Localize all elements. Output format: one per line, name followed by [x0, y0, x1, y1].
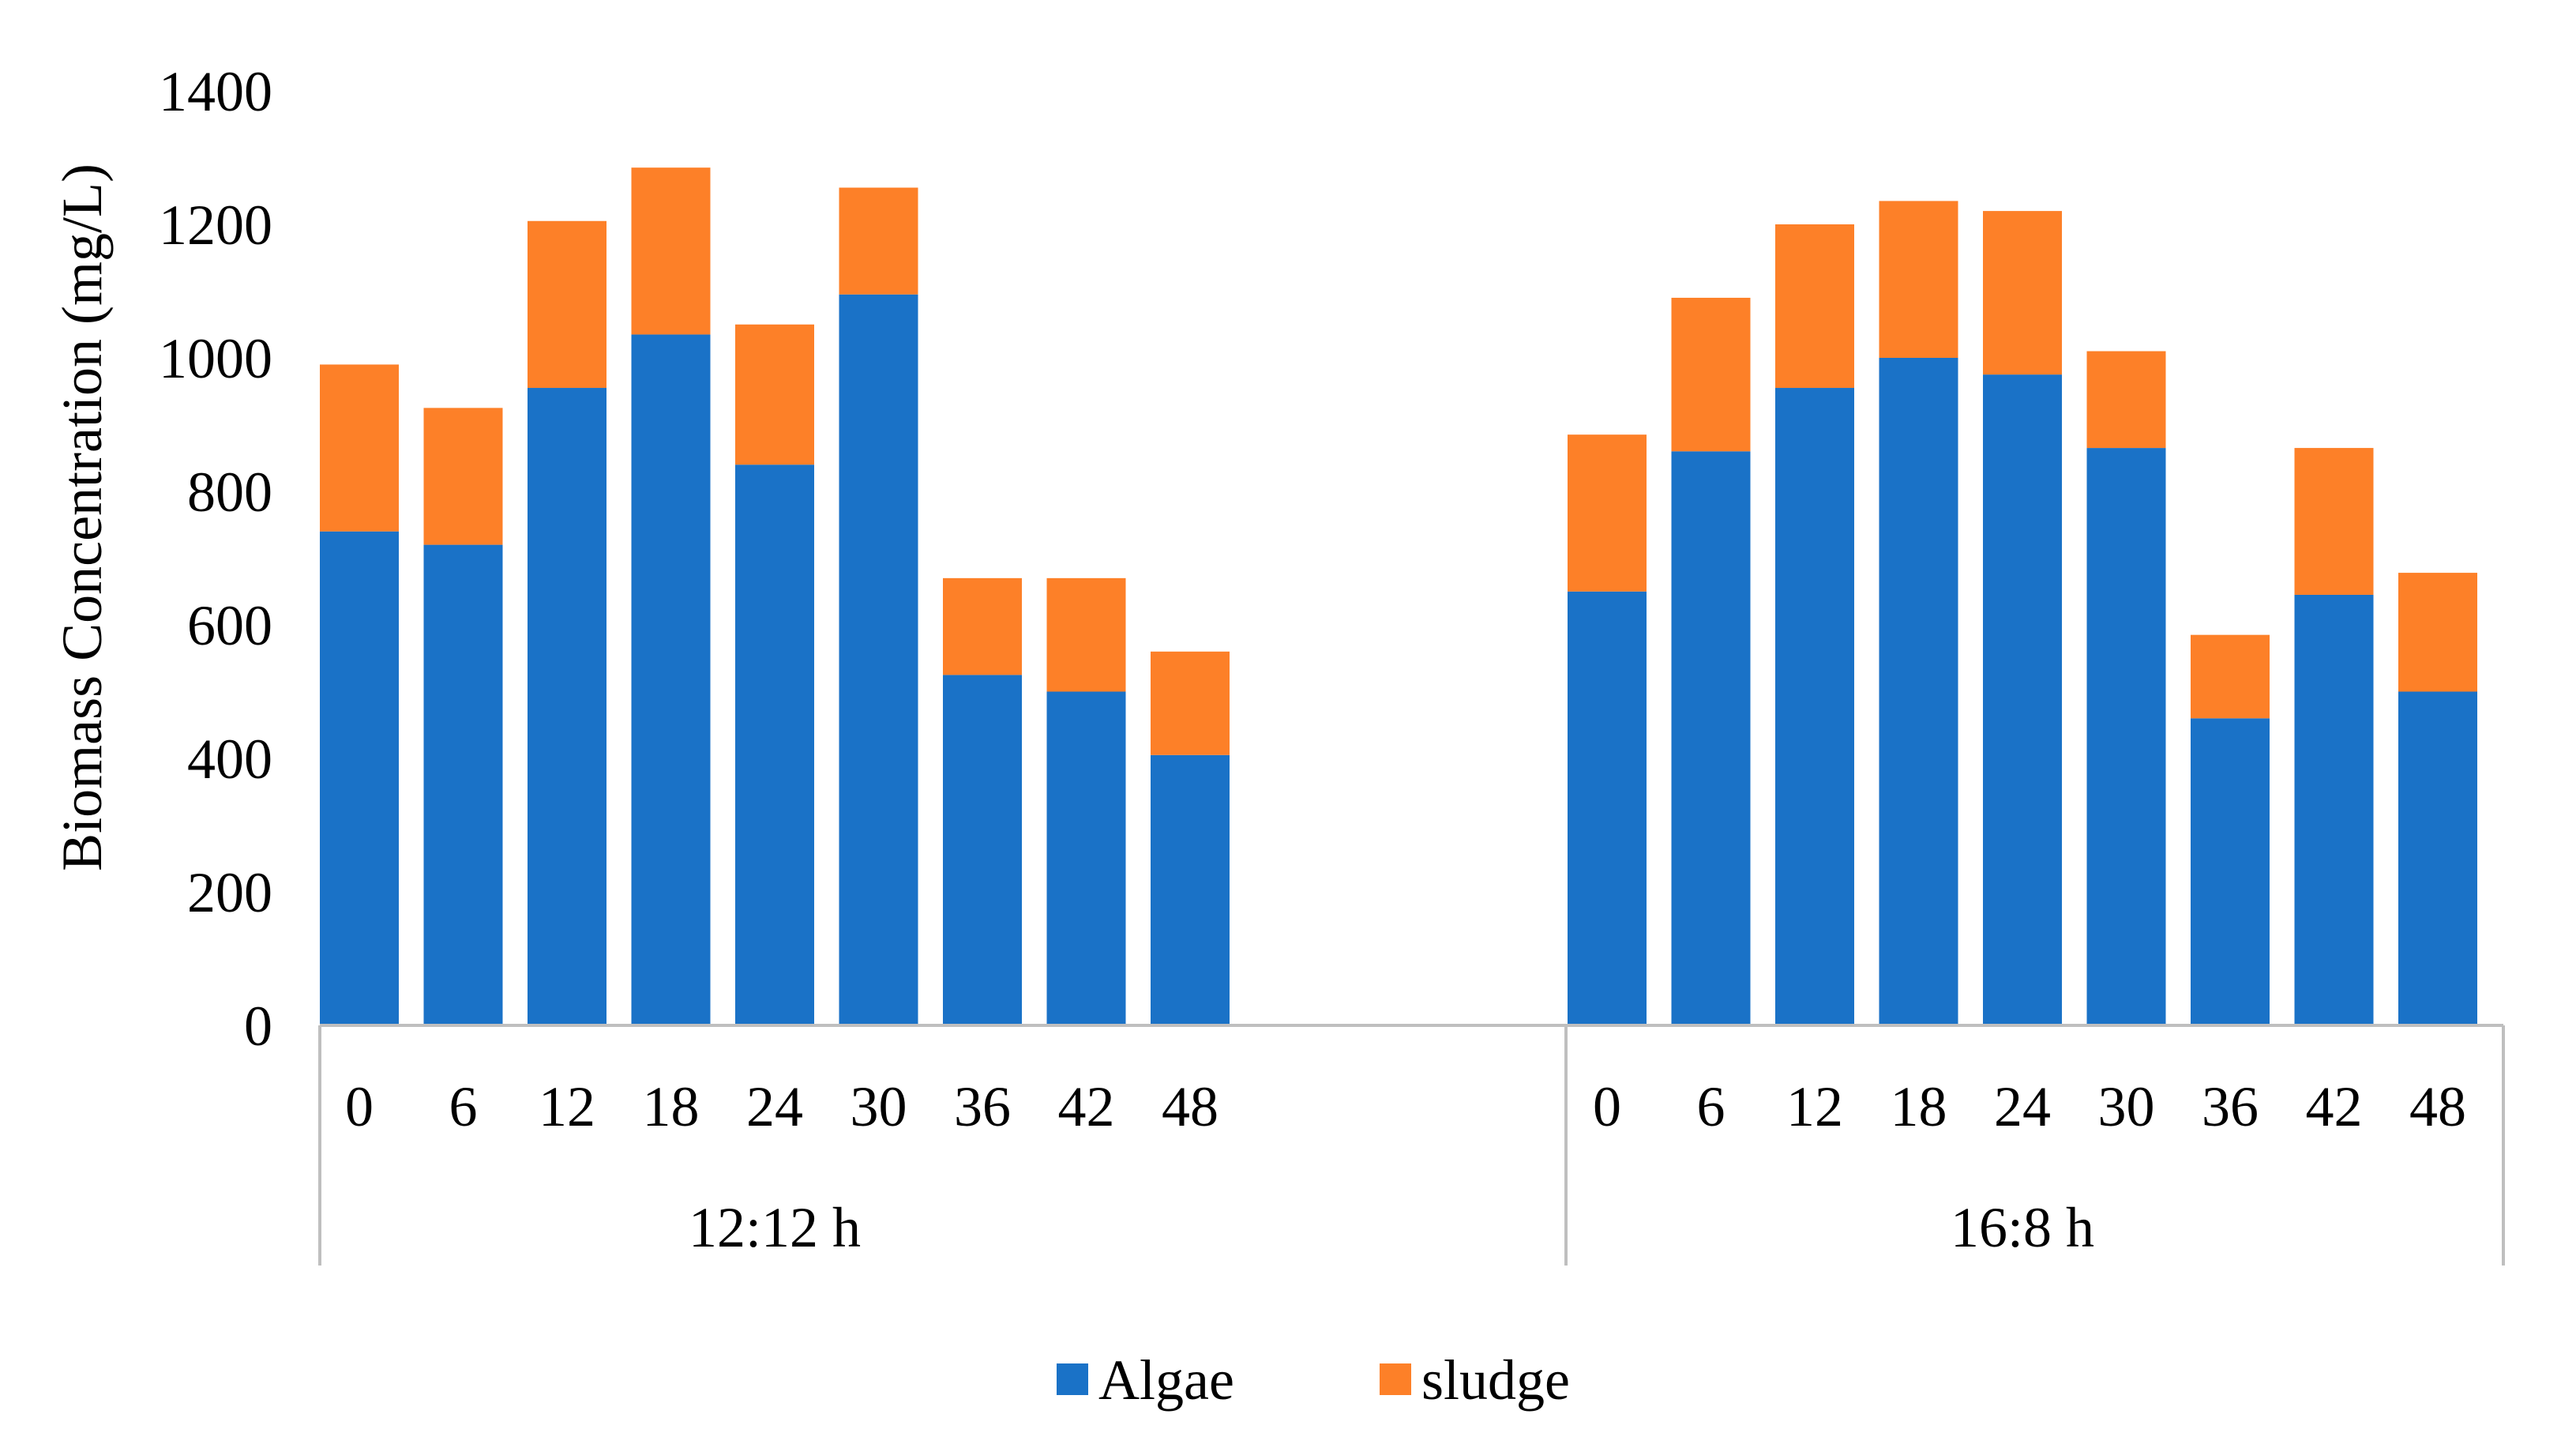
x-group-label: 16:8 h — [1951, 1196, 2094, 1259]
y-tick-label: 0 — [244, 995, 272, 1058]
legend-label-sludge: sludge — [1421, 1348, 1570, 1412]
legend-swatch-sludge — [1380, 1363, 1411, 1395]
bar-sludge-1212h-24 — [735, 324, 814, 465]
x-group-label: 12:12 h — [689, 1196, 861, 1259]
y-tick-label: 600 — [187, 594, 272, 657]
x-category-label: 42 — [1058, 1075, 1115, 1138]
bar-algae-168h-0 — [1568, 591, 1647, 1025]
x-category-label: 48 — [2409, 1075, 2466, 1138]
bar-sludge-1212h-48 — [1151, 651, 1230, 755]
bar-algae-168h-18 — [1879, 358, 1958, 1025]
x-category-label: 18 — [1891, 1075, 1947, 1138]
x-category-label: 36 — [954, 1075, 1011, 1138]
bar-sludge-168h-48 — [2398, 573, 2477, 692]
bar-sludge-168h-42 — [2294, 448, 2374, 595]
x-category-label: 42 — [2306, 1075, 2363, 1138]
bar-algae-168h-24 — [1983, 374, 2062, 1025]
legend-label-algae: Algae — [1098, 1348, 1234, 1412]
bar-algae-168h-42 — [2294, 594, 2374, 1025]
bar-algae-1212h-12 — [528, 388, 606, 1025]
bars — [320, 167, 2477, 1026]
x-category-label: 30 — [2098, 1075, 2155, 1138]
x-axis: 0 6 12 18 24 30 36 42 48 12:12 h 0 6 12 18 24 30 36 42 48 1… — [318, 1024, 2505, 1266]
y-axis-ticks: 0 200 400 600 800 1000 1200 1400 — [159, 60, 272, 1058]
bar-algae-168h-36 — [2191, 718, 2270, 1025]
x-category-label: 18 — [643, 1075, 700, 1138]
bar-sludge-1212h-42 — [1046, 577, 1126, 692]
y-tick-label: 1200 — [159, 194, 272, 257]
bar-algae-168h-12 — [1775, 388, 1854, 1025]
bar-algae-168h-30 — [2086, 448, 2166, 1025]
bar-algae-1212h-6 — [423, 544, 503, 1025]
x-category-label: 6 — [449, 1075, 478, 1138]
y-tick-label: 400 — [187, 728, 272, 791]
x-category-label: 36 — [2202, 1075, 2259, 1138]
x-category-label: 24 — [1994, 1075, 2051, 1138]
bar-sludge-168h-0 — [1568, 434, 1647, 592]
y-axis-title: Biomass Concentration (mg/L) — [51, 164, 114, 871]
bar-algae-1212h-0 — [320, 531, 399, 1025]
x-category-label: 48 — [1162, 1075, 1219, 1138]
bar-sludge-168h-24 — [1983, 211, 2062, 375]
bar-sludge-168h-36 — [2191, 634, 2270, 719]
bar-sludge-1212h-36 — [943, 577, 1022, 675]
bar-algae-1212h-24 — [735, 464, 814, 1025]
bar-algae-1212h-42 — [1046, 691, 1126, 1025]
bar-sludge-1212h-6 — [423, 408, 503, 545]
x-category-label: 12 — [539, 1075, 595, 1138]
bar-sludge-168h-30 — [2086, 351, 2166, 449]
legend: Algae sludge — [1057, 1348, 1570, 1412]
x-category-label: 24 — [746, 1075, 803, 1138]
bar-sludge-168h-6 — [1671, 297, 1751, 452]
y-axis-title-group: Biomass Concentration (mg/L) — [51, 164, 114, 871]
bar-sludge-168h-18 — [1879, 201, 1958, 358]
x-category-label: 12 — [1786, 1075, 1843, 1138]
x-category-label: 0 — [1593, 1075, 1621, 1138]
bar-algae-1212h-48 — [1151, 754, 1230, 1025]
bar-algae-168h-6 — [1671, 451, 1751, 1025]
legend-swatch-algae — [1057, 1363, 1088, 1395]
bar-sludge-1212h-12 — [528, 220, 606, 389]
y-tick-label: 1400 — [159, 60, 272, 123]
y-tick-label: 200 — [187, 861, 272, 924]
y-tick-label: 800 — [187, 461, 272, 524]
bar-sludge-1212h-30 — [839, 187, 918, 295]
bar-sludge-1212h-18 — [631, 167, 711, 335]
bar-algae-1212h-18 — [631, 334, 711, 1025]
y-tick-label: 1000 — [159, 327, 272, 390]
bar-sludge-168h-12 — [1775, 224, 1854, 389]
bar-algae-1212h-36 — [943, 675, 1022, 1025]
bar-algae-1212h-30 — [839, 294, 918, 1026]
bar-sludge-1212h-0 — [320, 364, 399, 532]
x-category-label: 0 — [345, 1075, 374, 1138]
x-category-label: 6 — [1697, 1075, 1725, 1138]
bar-algae-168h-48 — [2398, 691, 2477, 1025]
x-category-label: 30 — [851, 1075, 907, 1138]
